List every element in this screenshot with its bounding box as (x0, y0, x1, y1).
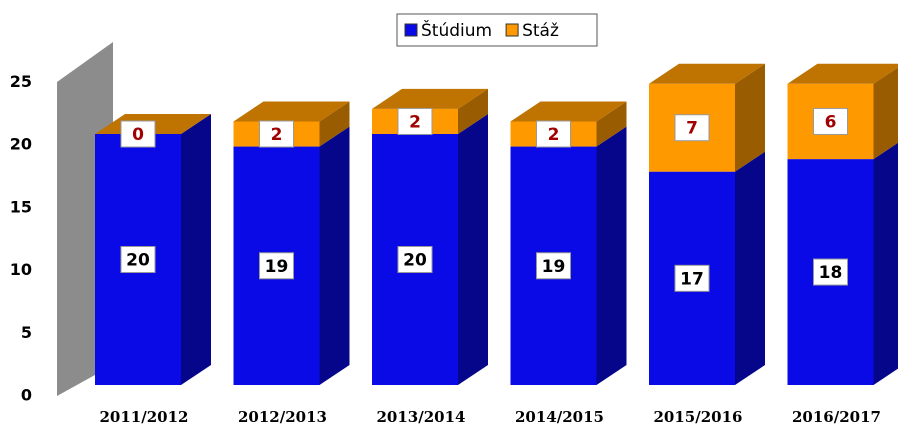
value-label: 20 (403, 251, 427, 271)
x-tick-label: 2011/2012 (100, 408, 189, 426)
x-tick-label: 2012/2013 (238, 408, 327, 426)
x-tick-label: 2013/2014 (377, 408, 466, 426)
y-tick-label: 0 (21, 386, 32, 405)
x-tick-label: 2015/2016 (654, 408, 743, 426)
bar-side (181, 114, 211, 385)
value-label: 2 (271, 125, 283, 145)
bar-side (458, 114, 488, 385)
bar-side (597, 127, 627, 385)
y-tick-label: 20 (10, 135, 32, 154)
y-tick-label: 10 (10, 260, 32, 279)
legend-label: Stáž (522, 21, 559, 41)
x-tick-label: 2014/2015 (515, 408, 604, 426)
legend-swatch (506, 24, 518, 36)
value-label: 18 (819, 263, 843, 283)
value-label: 20 (126, 251, 150, 271)
legend-swatch (405, 24, 417, 36)
bar-side (735, 152, 765, 385)
y-tick-label: 25 (10, 72, 32, 91)
value-label: 7 (686, 119, 698, 139)
value-label: 0 (132, 125, 144, 145)
value-label: 19 (265, 257, 289, 277)
y-tick-label: 5 (21, 323, 32, 342)
value-label: 2 (548, 125, 560, 145)
bar-side (320, 127, 350, 385)
value-label: 19 (542, 257, 566, 277)
value-label: 2 (409, 112, 421, 132)
legend-label: Štúdium (421, 19, 492, 41)
x-tick-label: 2016/2017 (792, 408, 881, 426)
legend: Štúdium Stáž (397, 14, 597, 46)
value-label: 17 (680, 269, 704, 289)
y-tick-label: 15 (10, 197, 32, 216)
value-label: 6 (825, 112, 837, 132)
bar-side (874, 139, 898, 385)
